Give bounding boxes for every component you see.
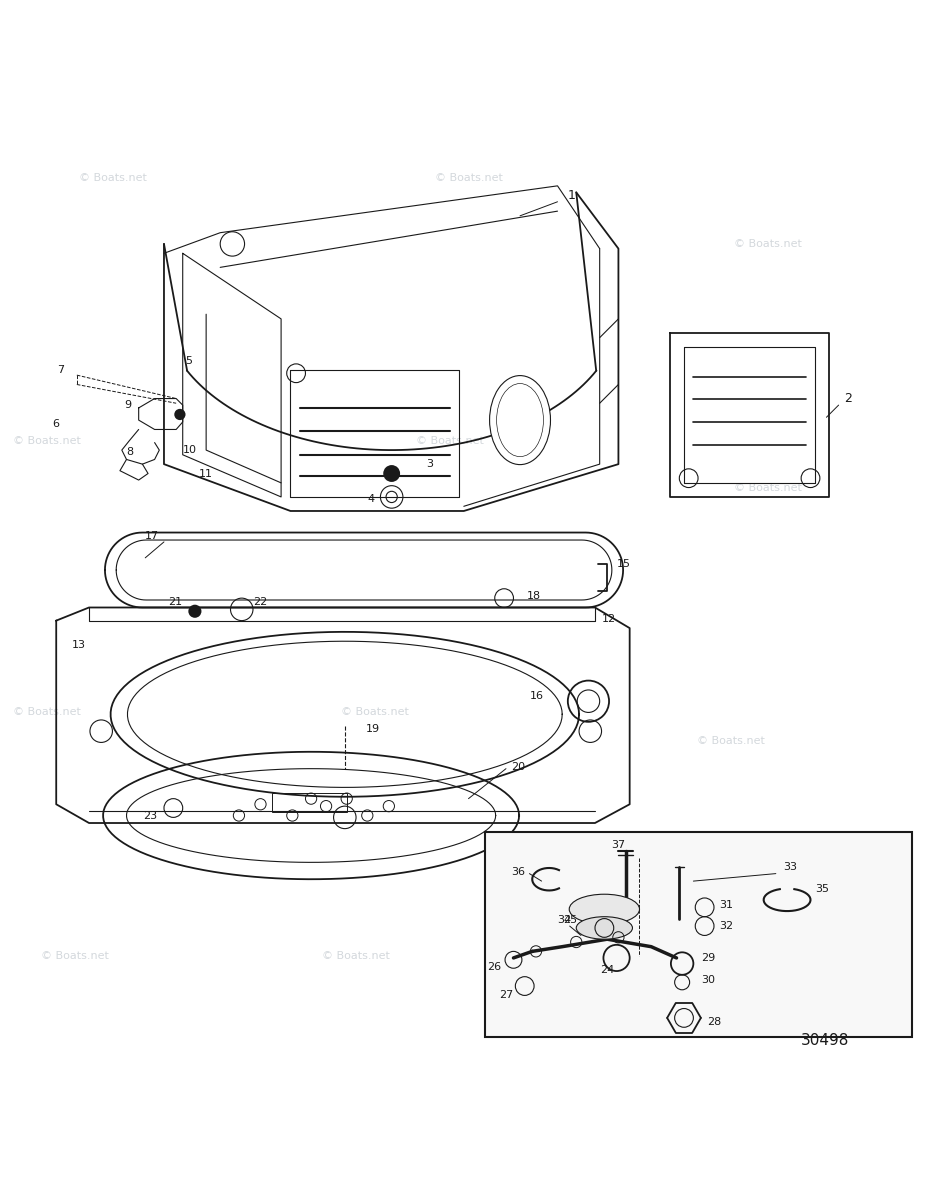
Text: 18: 18: [526, 592, 540, 601]
Text: © Boats.net: © Boats.net: [696, 736, 764, 745]
Text: 35: 35: [814, 883, 828, 894]
Text: © Boats.net: © Boats.net: [341, 708, 408, 718]
Text: © Boats.net: © Boats.net: [734, 239, 801, 248]
Text: 29: 29: [700, 953, 714, 962]
Text: © Boats.net: © Boats.net: [79, 173, 146, 184]
Text: 27: 27: [499, 990, 513, 1001]
Text: 36: 36: [510, 866, 524, 877]
Text: 7: 7: [57, 366, 65, 376]
Text: © Boats.net: © Boats.net: [13, 436, 80, 445]
Text: 19: 19: [365, 725, 379, 734]
Text: 30498: 30498: [799, 1033, 848, 1048]
Text: 30: 30: [700, 976, 714, 985]
Text: © Boats.net: © Boats.net: [13, 708, 80, 718]
Text: 15: 15: [616, 559, 630, 569]
Text: 1: 1: [567, 188, 575, 202]
Text: 37: 37: [610, 840, 625, 851]
Text: 4: 4: [367, 494, 374, 504]
Circle shape: [383, 466, 400, 482]
Text: 21: 21: [168, 596, 183, 607]
Text: 10: 10: [183, 445, 197, 455]
Bar: [485, 833, 911, 1037]
Text: 28: 28: [707, 1016, 721, 1027]
Text: 23: 23: [143, 810, 157, 821]
Text: © Boats.net: © Boats.net: [416, 436, 483, 445]
Text: © Boats.net: © Boats.net: [734, 482, 801, 492]
Text: © Boats.net: © Boats.net: [322, 952, 389, 961]
Text: 8: 8: [125, 446, 133, 457]
Text: 11: 11: [198, 468, 212, 479]
Text: © Boats.net: © Boats.net: [434, 173, 502, 184]
Text: 12: 12: [601, 613, 615, 624]
Ellipse shape: [568, 894, 638, 924]
Text: 16: 16: [529, 690, 543, 701]
Text: 3: 3: [426, 460, 432, 469]
Text: 9: 9: [124, 400, 131, 410]
Text: 31: 31: [719, 900, 733, 910]
Text: 33: 33: [782, 862, 797, 872]
Text: 5: 5: [185, 356, 192, 366]
Ellipse shape: [576, 917, 632, 940]
Text: 2: 2: [843, 392, 851, 406]
Text: 25: 25: [562, 916, 577, 925]
Text: 32: 32: [719, 922, 733, 931]
Text: © Boats.net: © Boats.net: [41, 952, 109, 961]
Text: 17: 17: [145, 532, 159, 541]
Text: 34: 34: [557, 916, 571, 925]
Text: 6: 6: [52, 419, 60, 428]
Text: 20: 20: [510, 762, 524, 772]
Circle shape: [188, 605, 201, 618]
Text: 22: 22: [253, 596, 267, 607]
Text: 13: 13: [72, 640, 86, 650]
Ellipse shape: [489, 376, 550, 464]
Text: 26: 26: [487, 962, 501, 972]
Bar: [271, 793, 346, 811]
Text: 24: 24: [599, 965, 614, 976]
Circle shape: [174, 409, 185, 420]
